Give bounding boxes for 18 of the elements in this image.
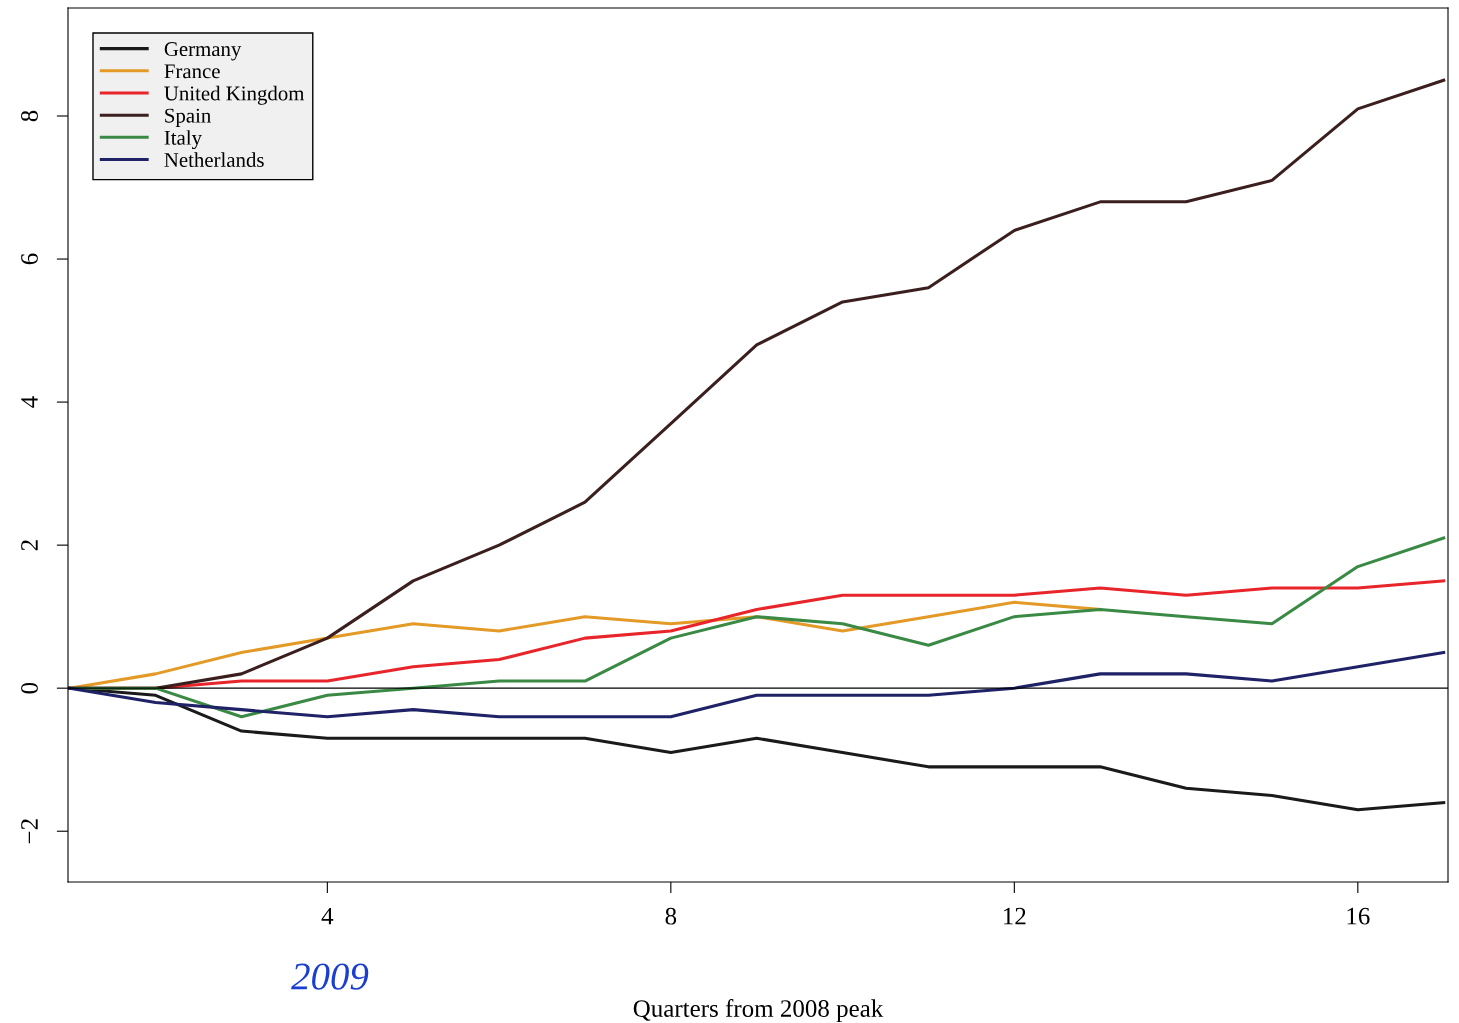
y-tick-label: 8	[21, 110, 38, 122]
x-tick-label: 12	[1004, 907, 1026, 925]
y-tick-label: 6	[21, 253, 38, 265]
y-tick-label: −2	[21, 819, 38, 844]
x-tick-label: 16	[1347, 907, 1370, 925]
legend-label: United Kingdom	[164, 85, 305, 105]
x-tick-label: 4	[321, 907, 334, 925]
legend-label: Italy	[164, 130, 202, 150]
y-tick-label: 4	[21, 396, 38, 408]
x-tick-label: 8	[665, 907, 677, 925]
legend-label: Germany	[164, 42, 242, 61]
legend-label: Spain	[165, 108, 211, 127]
legend-label: Netherlands	[164, 152, 264, 168]
text: 2009	[291, 963, 369, 990]
x-axis-title: Quarters from 2008 peak	[633, 999, 884, 1023]
y-tick-label: 0	[21, 682, 38, 694]
y-tick-label: 2	[21, 540, 38, 551]
legend-label: France	[164, 64, 220, 79]
